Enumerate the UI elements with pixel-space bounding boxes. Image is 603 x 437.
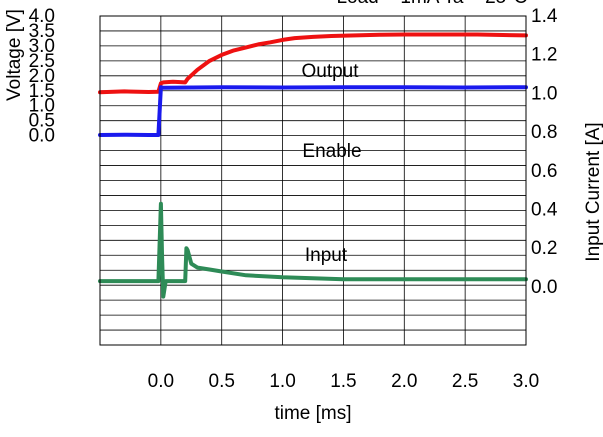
y-left-tick-label: 2.5	[29, 51, 55, 72]
y-right-tick-label: 0.4	[531, 200, 558, 221]
x-tick-label: 3.0	[513, 371, 539, 392]
x-tick-label: 1.5	[330, 371, 356, 392]
y-axis-label-right: Input Current [A]	[583, 122, 603, 261]
series-line-output	[98, 32, 528, 95]
y-left-tick-label: 1.0	[29, 96, 55, 117]
series-label-enable: Enable	[302, 141, 361, 162]
tick-labels: 0.0 0.5 1.0 1.5 2.0 2.5 3.00.00.51.01.52.02.53…	[29, 6, 558, 392]
x-tick-label: 0.5	[209, 371, 235, 392]
series-line-enable	[98, 85, 528, 137]
y-right-tick-label: 0.6	[531, 161, 557, 182]
plot-frame	[99, 15, 527, 346]
x-tick-label: 2.0	[391, 371, 417, 392]
y-right-tick-label: 1.4	[531, 6, 558, 27]
series-label-input: Input	[305, 245, 348, 266]
y-left-tick-label: 0.5	[29, 111, 55, 132]
series-line-input	[98, 201, 528, 299]
y-left-tick-label: 3.5	[29, 21, 55, 42]
x-tick-label: 0.0	[148, 371, 174, 392]
x-tick-label: 2.5	[452, 371, 478, 392]
x-axis-label: time [ms]	[274, 403, 351, 424]
series-layer	[98, 32, 528, 299]
y-axis-label-left: Voltage [V]	[4, 9, 25, 101]
y-left-tick-label: 1.5	[29, 81, 55, 102]
y-right-tick-label: 1.2	[531, 45, 557, 66]
y-left-tick-label: 3.0	[29, 36, 55, 57]
chart-header-text: Load = 1mA Ta = 25°C	[336, 0, 527, 8]
y-right-tick-label: 0.0	[531, 277, 557, 298]
y-left-tick-label: 2.0	[29, 66, 55, 87]
series-label-output: Output	[301, 61, 359, 82]
y-left-tick-label: 4.0	[29, 6, 55, 27]
y-right-tick-label: 1.0	[531, 83, 557, 104]
y-right-tick-label: 0.2	[531, 238, 557, 259]
grid-lines	[99, 15, 527, 346]
y-right-tick-label: 0.8	[531, 122, 557, 143]
y-left-tick-label: 0.0	[29, 126, 55, 147]
x-tick-label: 1.0	[269, 371, 295, 392]
